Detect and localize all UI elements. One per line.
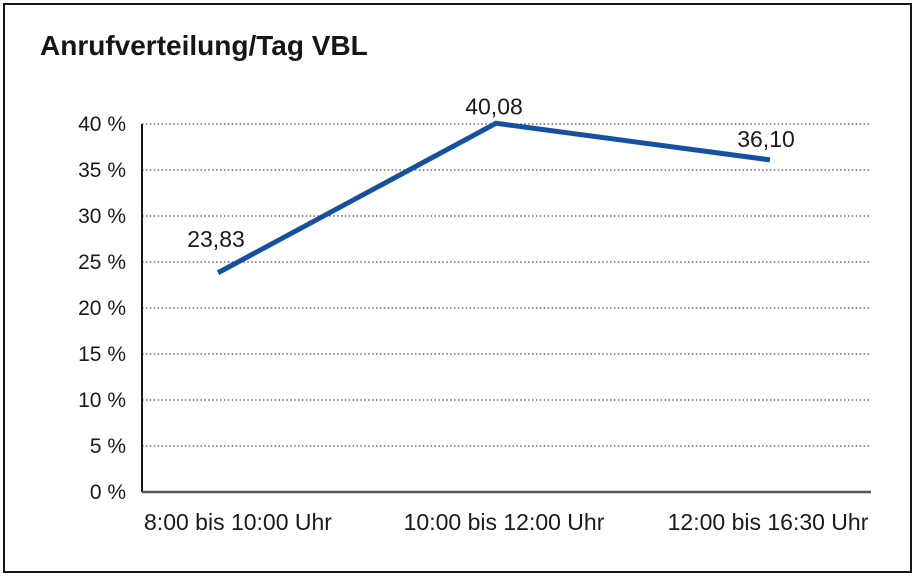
data-series-line <box>216 120 771 275</box>
chart-title: Anrufverteilung/Tag VBL <box>40 30 368 61</box>
y-tick-label: 5 % <box>90 435 126 458</box>
chart-frame <box>3 3 912 573</box>
y-tick-label: 30 % <box>78 205 126 228</box>
y-tick-label: 10 % <box>78 389 126 412</box>
y-tick-label: 35 % <box>78 159 126 182</box>
y-tick-label: 25 % <box>78 251 126 274</box>
data-point-label: 36,10 <box>737 126 795 152</box>
y-tick-label: 15 % <box>78 343 126 366</box>
y-tick-label: 20 % <box>78 297 126 320</box>
x-category-label: 10:00 bis 12:00 Uhr <box>404 509 605 535</box>
x-category-label: 8:00 bis 10:00 Uhr <box>144 509 332 535</box>
data-point-label: 40,08 <box>465 93 523 119</box>
data-point-label: 23,83 <box>187 226 245 252</box>
x-category-label: 12:00 bis 16:30 Uhr <box>668 509 869 535</box>
y-tick-label: 0 % <box>90 481 126 504</box>
y-tick-label: 40 % <box>78 113 126 136</box>
